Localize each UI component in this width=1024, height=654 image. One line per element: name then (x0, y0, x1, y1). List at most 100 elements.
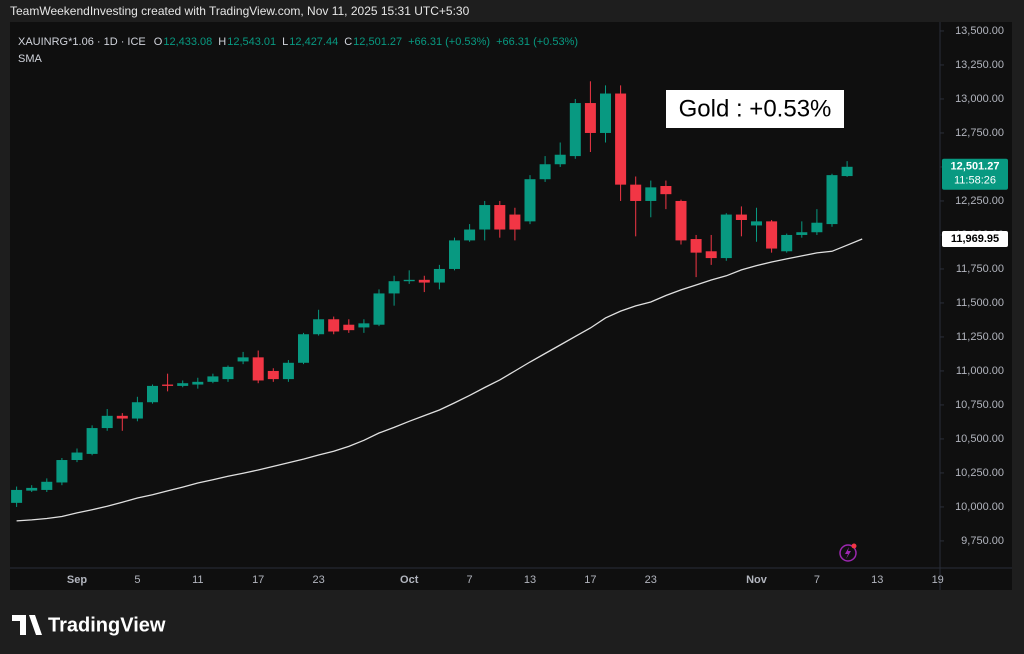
candle-body (479, 205, 491, 230)
logo-icon (12, 615, 42, 635)
x-tick-label: 17 (584, 574, 596, 586)
legend-key: L (282, 36, 288, 48)
x-tick-label: 23 (645, 574, 657, 586)
candle-body (690, 239, 702, 253)
price-label-box (942, 158, 1008, 190)
x-tick-label: Sep (67, 574, 87, 586)
y-tick-label: 13,500.00 (955, 25, 1004, 37)
candle-body (388, 281, 400, 294)
candle-body (131, 402, 143, 419)
candle-body (615, 93, 627, 185)
legend-value: 12,543.01 (227, 36, 276, 48)
annotation-box (666, 90, 844, 128)
legend-value: 12,501.27 (353, 36, 402, 48)
alert-icon[interactable] (839, 544, 857, 562)
candle-body (645, 187, 657, 201)
y-tick-label: 10,000.00 (955, 501, 1004, 513)
chart-area (10, 22, 1012, 590)
candle-body (660, 186, 672, 195)
candle-body (449, 240, 460, 269)
y-tick-label: 10,250.00 (955, 467, 1004, 479)
candle-body (222, 366, 234, 380)
candle-body (177, 383, 189, 386)
candle-body (735, 214, 747, 221)
candle-body (328, 319, 340, 332)
candle-body (554, 154, 566, 165)
candle-body (705, 251, 717, 259)
legend-key: H (218, 36, 226, 48)
brand: TradingView (48, 614, 166, 636)
x-tick-label: 19 (932, 574, 944, 586)
legend-change: +66.31 (+0.53%) (496, 36, 578, 48)
footer (0, 590, 1024, 654)
candle-body (282, 362, 294, 380)
x-tick-label: 11 (192, 574, 203, 586)
alert-dot (851, 543, 857, 549)
legend-value: 12,433.08 (163, 36, 212, 48)
candle-body (600, 93, 611, 133)
price-label: 12,501.27 (951, 161, 1000, 173)
candle-body (358, 323, 370, 328)
candle-body (162, 384, 174, 386)
y-tick-label: 12,750.00 (955, 127, 1004, 139)
candle-body (418, 279, 430, 283)
y-tick-label: 11,750.00 (956, 263, 1004, 275)
candle-body (796, 232, 808, 235)
candle-body (811, 222, 823, 233)
candle-body (781, 234, 793, 252)
candle-body (207, 376, 219, 382)
y-tick-label: 13,250.00 (955, 59, 1004, 71)
y-tick-label: 11,500.00 (956, 297, 1004, 309)
legend: XAUINRG*1.06 · 1D · ICE O 12,433.08 H 12,543… (18, 36, 578, 48)
x-tick-label: 7 (467, 574, 473, 586)
annotation: Gold : +0.53% (679, 95, 832, 122)
candle-body (11, 489, 23, 503)
y-tick-label: 11,250.00 (956, 331, 1004, 343)
legend-key: O (154, 36, 163, 48)
candle-body (313, 319, 325, 335)
candle-body (494, 205, 506, 230)
candle-body (433, 268, 445, 283)
candle-body (192, 381, 204, 385)
candle-body (41, 481, 53, 490)
candle-body (237, 357, 249, 362)
y-tick-label: 13,000.00 (955, 93, 1004, 105)
candle-body (147, 385, 158, 403)
candle-body (86, 428, 98, 454)
candle-body (509, 214, 521, 230)
plot (11, 81, 863, 522)
candle-body (751, 221, 762, 226)
candle-body (766, 221, 778, 249)
candle-body (584, 103, 596, 133)
price-label: 11,969.95 (951, 233, 999, 245)
candle-body (675, 200, 687, 241)
y-tick-label: 11,000.00 (956, 365, 1004, 377)
y-tick-label: 9,750.00 (961, 535, 1004, 547)
header: TeamWeekendInvesting created with Tradin… (10, 4, 470, 18)
candle-body (720, 214, 732, 259)
x-tick-label: 23 (312, 574, 324, 586)
candle-body (464, 229, 476, 241)
x-tick-label: Oct (400, 574, 419, 586)
candle-body (267, 370, 279, 380)
candle-body (298, 334, 309, 363)
candle-body (26, 487, 38, 491)
legend-key: C (344, 36, 352, 48)
price-countdown: 11:58:26 (954, 175, 996, 187)
candle-body (116, 415, 128, 419)
candle-body (403, 279, 415, 282)
candle-body (630, 184, 642, 201)
y-tick-label: 10,500.00 (955, 433, 1004, 445)
candle-body (56, 460, 68, 483)
candle-body (343, 324, 355, 331)
x-tick-label: 5 (134, 574, 140, 586)
indicator-label: SMA (18, 53, 43, 65)
legend-change: +66.31 (+0.53%) (408, 36, 490, 48)
candle-body (524, 179, 536, 222)
x-tick-label: Nov (746, 574, 768, 586)
candle-body (569, 103, 581, 157)
legend-value: 12,427.44 (289, 36, 338, 48)
candle-body (252, 357, 264, 381)
candle-body (373, 293, 385, 325)
